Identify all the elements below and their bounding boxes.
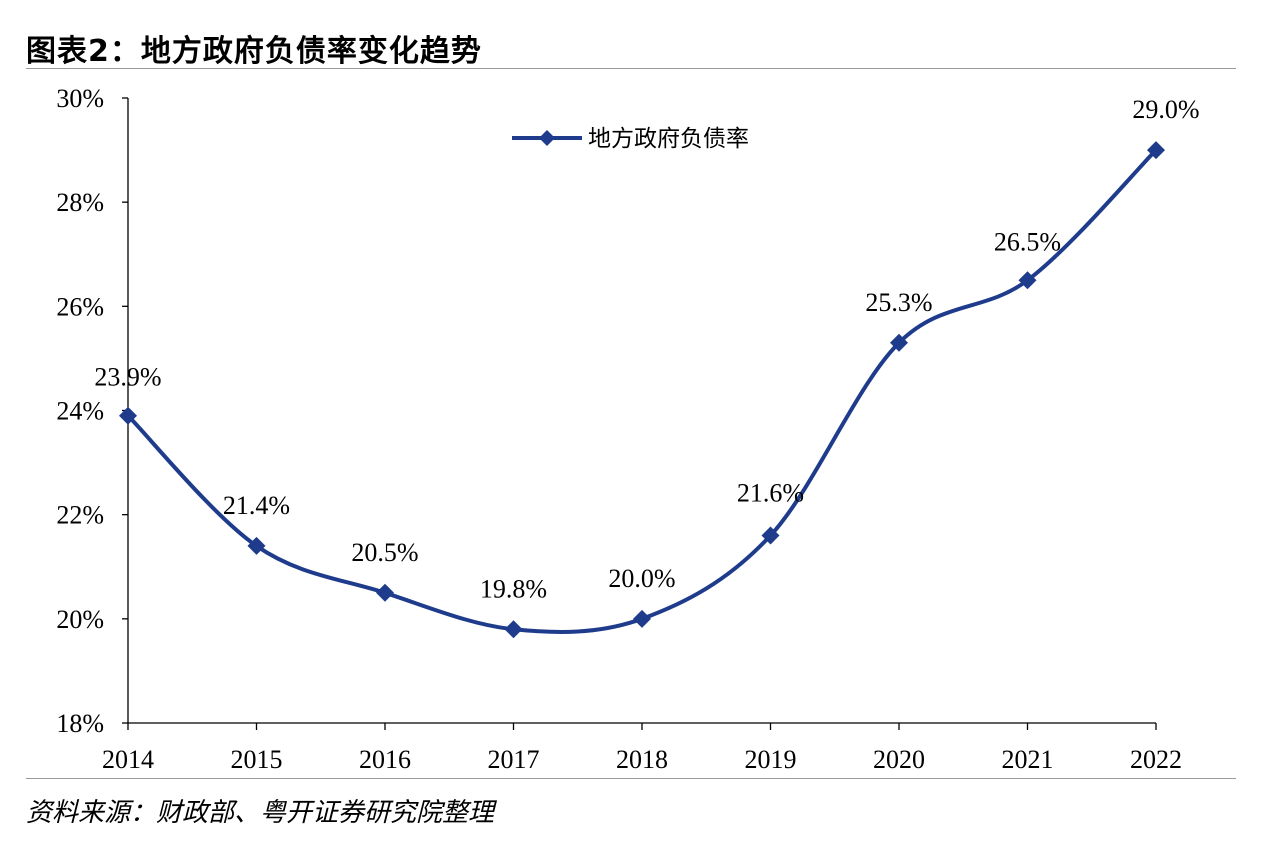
y-tick-label: 18% [56,709,104,738]
data-point-2018 [633,609,651,628]
y-tick-label: 30% [56,84,104,113]
source-divider [26,778,1236,779]
x-tick-label: 2019 [745,745,797,774]
series-layer [119,141,1165,639]
y-tick-label: 28% [56,188,104,217]
x-tick-label: 2016 [359,745,411,774]
data-point-2017 [504,620,523,639]
title-divider [26,68,1236,69]
data-label-2014: 23.9% [94,363,161,392]
figure-title: 图表2：地方政府负债率变化趋势 [26,34,482,69]
x-tick-label: 2020 [873,745,925,774]
x-tick-label: 2022 [1130,745,1182,774]
data-label-2018: 20.0% [608,564,675,593]
data-label-2016: 20.5% [351,538,418,567]
data-point-2016 [376,583,394,602]
legend-marker [539,130,555,146]
x-tick-labels: 2014 2015 2016 2017 2018 2019 2020 2021 2022 [102,745,1182,774]
data-point-2014 [119,406,137,425]
data-labels: 23.9% 21.4% 20.5% 19.8% 20.0% 21.6% 25.3% 26.5%… [94,95,1199,603]
x-tick-label: 2015 [231,745,283,774]
y-tick-label: 24% [56,397,104,426]
data-label-2019: 21.6% [737,479,804,508]
data-point-2015 [247,536,266,555]
y-tick-labels: 18% 20% 22% 24% 26% 28% 30% [56,84,104,738]
x-tick-label: 2017 [488,745,540,774]
source-note: 资料来源：财政部、粤开证券研究院整理 [26,798,495,828]
x-tick-label: 2014 [102,745,154,774]
legend-label: 地方政府负债率 [588,126,749,152]
y-tick-label: 22% [56,501,104,530]
x-tick-label: 2018 [616,745,668,774]
series-line [126,148,1158,634]
data-point-2020 [890,333,908,352]
data-label-2017: 19.8% [480,574,547,603]
data-label-2015: 21.4% [223,491,290,520]
legend: 地方政府负债率 [512,126,749,152]
data-point-2019 [761,526,780,545]
data-label-2021: 26.5% [994,227,1061,256]
data-point-2021 [1018,271,1037,290]
y-tick-label: 26% [56,292,104,321]
chart-axes [122,97,1157,730]
data-point-2022 [1147,141,1165,160]
y-tick-label: 20% [56,605,104,634]
data-label-2020: 25.3% [865,288,932,317]
data-label-2022: 29.0% [1132,95,1199,124]
x-tick-label: 2021 [1002,745,1054,774]
